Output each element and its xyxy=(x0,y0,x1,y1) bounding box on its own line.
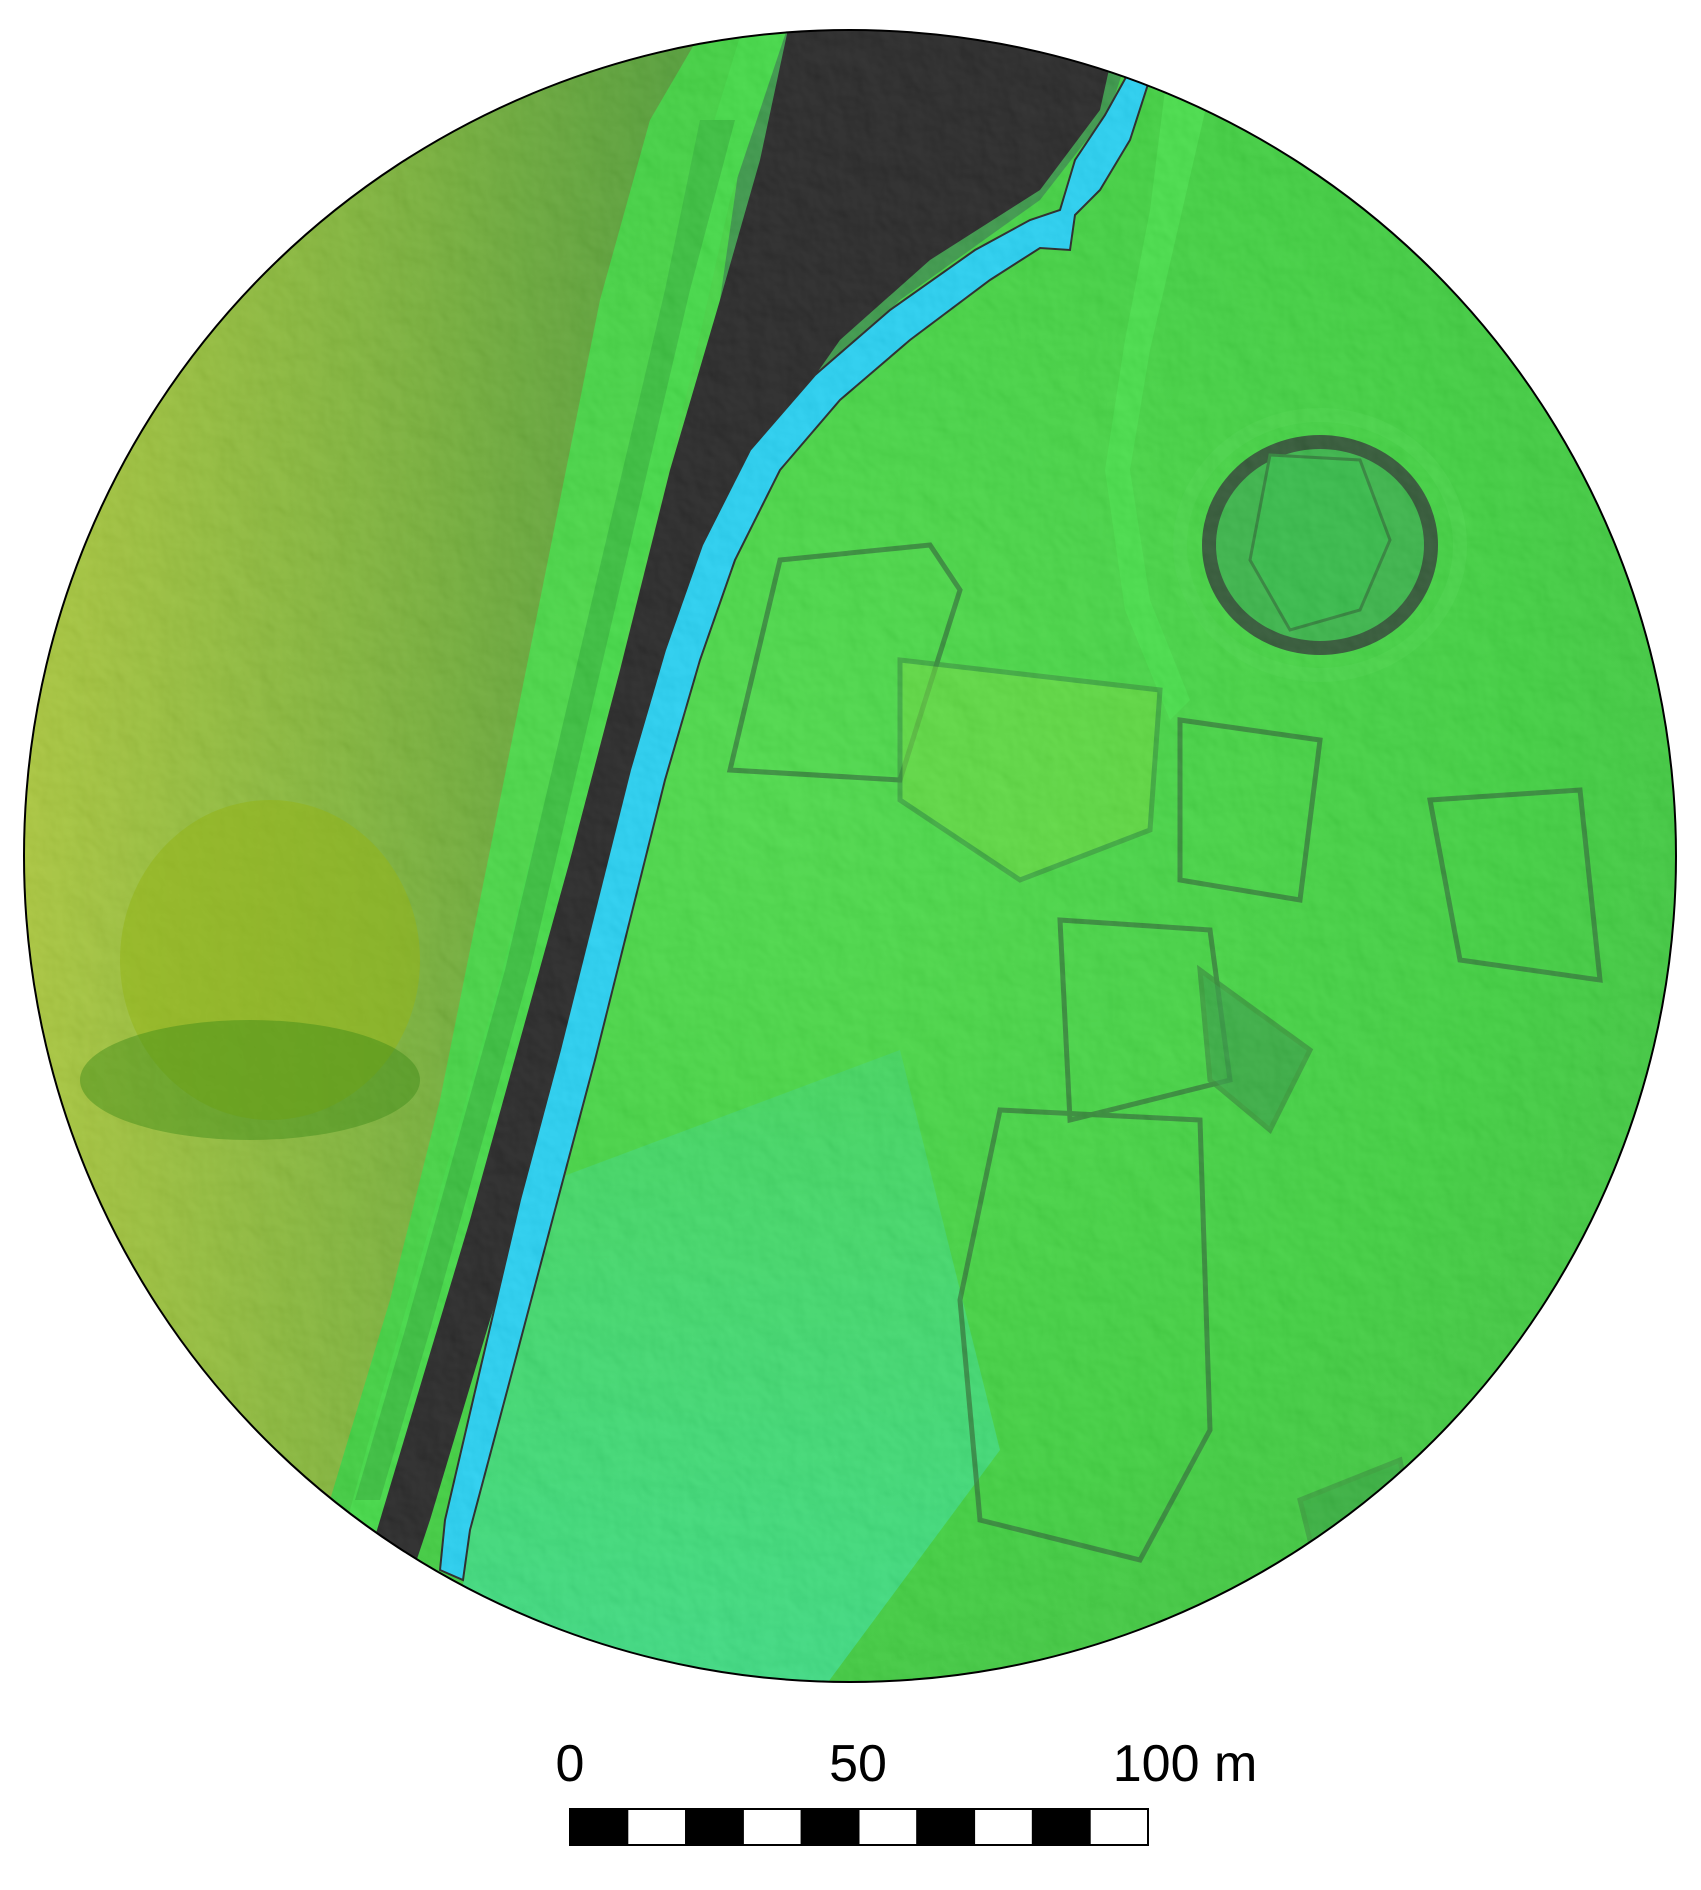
scale-segment xyxy=(974,1808,1033,1846)
scale-label-100m: 100 m xyxy=(1112,1735,1258,1793)
scale-segment xyxy=(742,1808,802,1846)
terrain xyxy=(24,30,1676,1682)
scale-segment xyxy=(1089,1808,1149,1846)
scale-label-50: 50 xyxy=(829,1735,887,1793)
scale-segment xyxy=(1031,1808,1091,1846)
scale-segment xyxy=(858,1808,918,1846)
scale-bar xyxy=(569,1808,1149,1846)
scale-segment xyxy=(569,1808,629,1846)
scale-segment xyxy=(627,1808,687,1846)
scale-segment xyxy=(916,1808,976,1846)
scale-label-0: 0 xyxy=(555,1735,585,1793)
relief-map xyxy=(23,29,1677,1683)
scale-segment xyxy=(685,1808,744,1846)
scale-segment xyxy=(800,1808,860,1846)
